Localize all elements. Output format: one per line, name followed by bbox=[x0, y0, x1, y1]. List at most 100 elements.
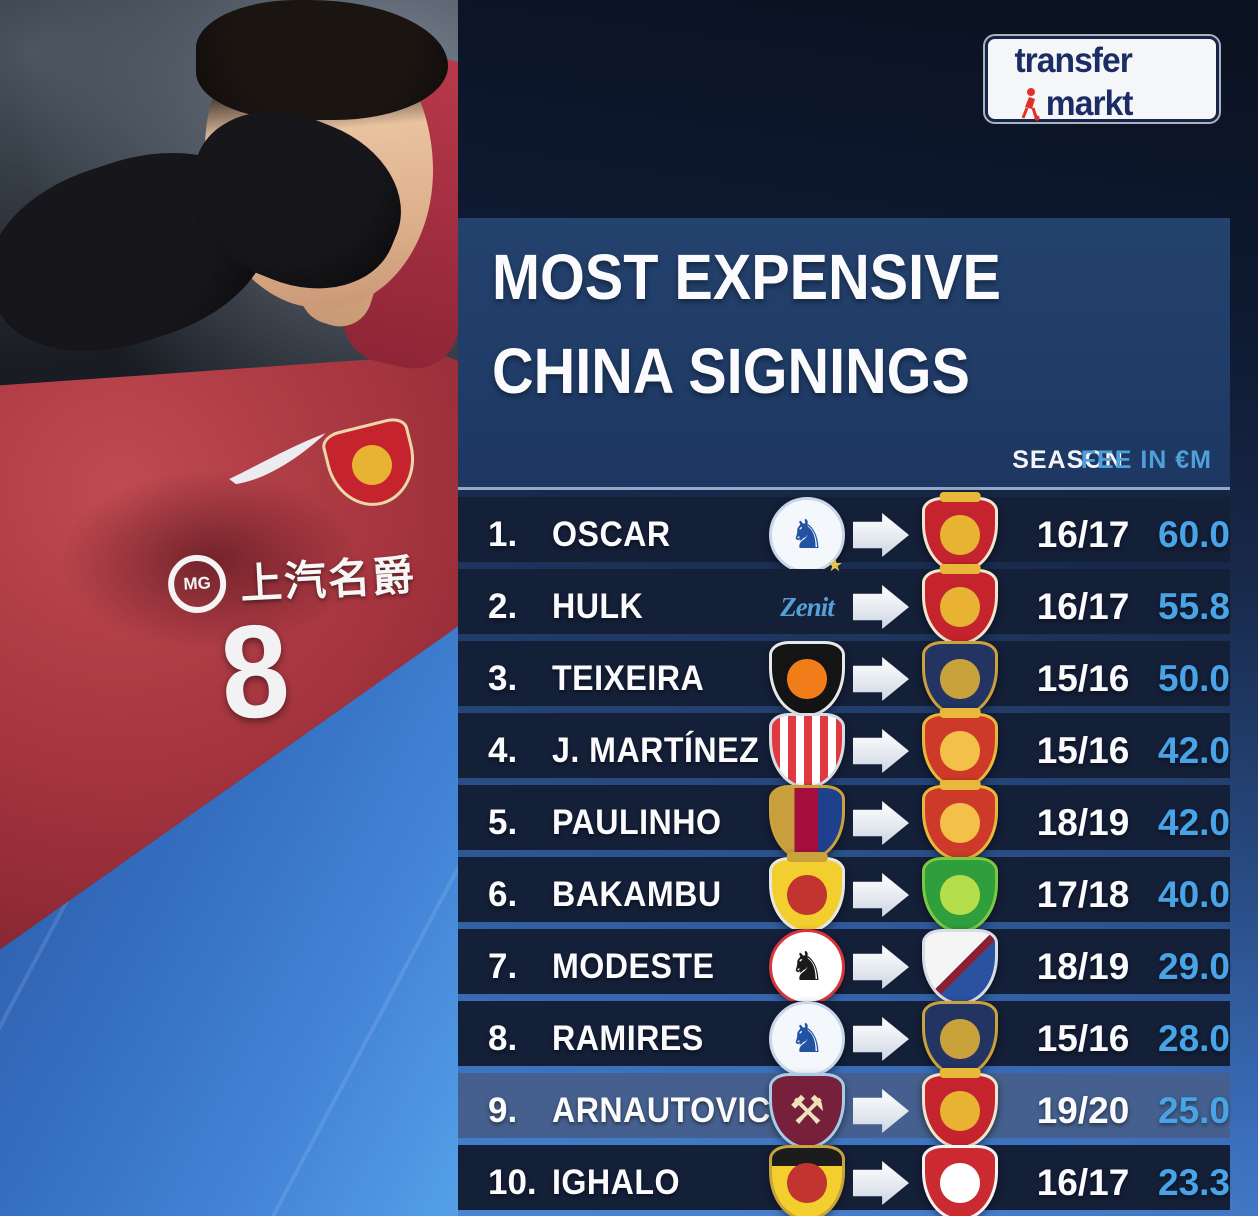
fee-value: 29.0 bbox=[1158, 946, 1231, 987]
player-cell: 5. PAULINHO bbox=[458, 803, 764, 843]
table-row: 3. TEIXEIRA ★ ★ 15/16 50.0 bbox=[458, 641, 1230, 717]
player-cell: 10. IGHALO bbox=[458, 1163, 764, 1203]
logo-line2: markt bbox=[1045, 84, 1134, 123]
fee-value: 42.0 bbox=[1158, 802, 1231, 843]
chelsea-badge: ♞ ★ bbox=[769, 1001, 845, 1077]
table-row: 1. OSCAR ♞ ★ ★ 16/17 60.0 bbox=[458, 492, 1230, 573]
player-name: RAMIRES bbox=[552, 1019, 704, 1058]
rank-label: 3. bbox=[488, 659, 518, 698]
table-row: 9. ARNAUTOVIC ⚒ ★ ★ 19/20 25.0 bbox=[458, 1068, 1230, 1149]
transfer-arrow-icon bbox=[853, 657, 909, 701]
player-cell: 1. OSCAR bbox=[458, 515, 764, 555]
tianjin-quanjian-badge: ★ bbox=[922, 929, 998, 1005]
barcelona-badge: ★ bbox=[769, 785, 845, 861]
shanghai-sipg-badge: ★ bbox=[922, 1068, 998, 1149]
zenit-badge: Zenit ★ bbox=[780, 555, 843, 622]
season-value: 16/17 bbox=[1036, 514, 1130, 555]
shakhtar-badge: ★ bbox=[769, 641, 845, 717]
player-name: OSCAR bbox=[552, 515, 671, 554]
rank-label: 4. bbox=[488, 731, 518, 770]
swoosh-icon bbox=[229, 433, 326, 485]
player-cell: 4. J. MARTÍNEZ bbox=[458, 731, 764, 771]
chelsea-badge: ♞ ★ bbox=[769, 497, 845, 573]
season-value: 16/17 bbox=[1036, 586, 1130, 627]
transfer-arrow-icon bbox=[853, 513, 909, 557]
table-row: 7. MODESTE ♞ ★ ★ 18/19 29.0 bbox=[458, 929, 1230, 1005]
season-value: 15/16 bbox=[1036, 1018, 1130, 1059]
fee-value: 25.0 bbox=[1158, 1090, 1231, 1131]
ranking-table: 1. OSCAR ♞ ★ ★ 16/17 60.0 2. HULK bbox=[458, 492, 1230, 1216]
fee-value: 55.8 bbox=[1158, 586, 1231, 627]
player-name: J. MARTÍNEZ bbox=[552, 731, 760, 770]
transfer-arrow-icon bbox=[853, 801, 909, 845]
transfer-arrow-icon bbox=[853, 729, 909, 773]
player-cell: 6. BAKAMBU bbox=[458, 875, 764, 915]
rank-label: 5. bbox=[488, 803, 518, 842]
table-row: 10. IGHALO ★ ★ 16/17 23.3 bbox=[458, 1145, 1230, 1216]
player-hair bbox=[196, 0, 448, 120]
transfer-arrow-icon bbox=[853, 1089, 909, 1133]
fee-value: 23.3 bbox=[1158, 1162, 1231, 1203]
player-name: MODESTE bbox=[552, 947, 715, 986]
rank-label: 2. bbox=[488, 587, 518, 626]
transfermarkt-logo: transfer markt bbox=[985, 36, 1219, 122]
rank-label: 8. bbox=[488, 1019, 518, 1058]
shanghai-sipg-badge: ★ bbox=[922, 564, 998, 645]
fee-value: 60.0 bbox=[1158, 514, 1231, 555]
season-value: 17/18 bbox=[1036, 874, 1130, 915]
season-value: 15/16 bbox=[1036, 658, 1130, 699]
rank-label: 7. bbox=[488, 947, 518, 986]
koln-badge: ♞ ★ bbox=[769, 929, 845, 1005]
page-title-line2: CHINA SIGNINGS bbox=[492, 335, 970, 407]
jiangsu-suning-badge: ★ bbox=[922, 641, 998, 717]
player-cell: 3. TEIXEIRA bbox=[458, 659, 764, 699]
jersey-number: 8 bbox=[215, 595, 294, 748]
player-cell: 2. HULK bbox=[458, 587, 764, 627]
beijing-guoan-badge: ★ bbox=[922, 857, 998, 933]
guangzhou-evergrande-badge: ★ bbox=[922, 780, 998, 861]
page-title-line1: MOST EXPENSIVE bbox=[492, 241, 1001, 313]
player-name: IGHALO bbox=[552, 1163, 680, 1202]
table-row: 6. BAKAMBU ★ ★ 17/18 40.0 bbox=[458, 852, 1230, 933]
season-value: 16/17 bbox=[1036, 1162, 1130, 1203]
column-header-fee: FEE IN €M bbox=[1080, 446, 1212, 474]
changchun-yatai-badge: ★ bbox=[922, 1145, 998, 1216]
jersey-sponsor: MG 上汽名爵 bbox=[166, 542, 418, 616]
logo-line1: transfer bbox=[1014, 41, 1132, 80]
rank-label: 1. bbox=[488, 515, 518, 554]
fee-value: 50.0 bbox=[1158, 658, 1231, 699]
column-header-season: SEASON bbox=[1012, 446, 1124, 474]
shanghai-sipg-badge: ★ bbox=[922, 492, 998, 573]
fee-value: 28.0 bbox=[1158, 1018, 1231, 1059]
fee-value: 40.0 bbox=[1158, 874, 1231, 915]
rank-label: 9. bbox=[488, 1091, 518, 1130]
westham-badge: ⚒ ★ bbox=[769, 1073, 845, 1149]
title-panel: MOST EXPENSIVE CHINA SIGNINGS SEASON FEE… bbox=[458, 218, 1230, 490]
transfer-arrow-icon bbox=[853, 945, 909, 989]
player-name: BAKAMBU bbox=[552, 875, 722, 914]
table-row: 5. PAULINHO ★ ★ 18/19 42.0 bbox=[458, 780, 1230, 861]
rank-label: 6. bbox=[488, 875, 518, 914]
villarreal-badge: ★ bbox=[769, 852, 845, 933]
player-cell: 8. RAMIRES bbox=[458, 1019, 764, 1059]
player-name: ARNAUTOVIC bbox=[552, 1091, 771, 1130]
table-row: 2. HULK Zenit ★ ★ 16/17 55.8 bbox=[458, 555, 1230, 645]
player-cell: 9. ARNAUTOVIC bbox=[458, 1091, 770, 1131]
season-value: 19/20 bbox=[1036, 1090, 1130, 1131]
transfer-arrow-icon bbox=[853, 1161, 909, 1205]
player-name: HULK bbox=[552, 587, 644, 626]
kicker-icon bbox=[1021, 88, 1040, 121]
season-value: 15/16 bbox=[1036, 730, 1130, 771]
season-value: 18/19 bbox=[1036, 946, 1130, 987]
table-row: 4. J. MARTÍNEZ ★ ★ 15/16 42.0 bbox=[458, 708, 1230, 789]
player-name: PAULINHO bbox=[552, 803, 722, 842]
transfer-arrow-icon bbox=[853, 585, 909, 629]
guangzhou-evergrande-badge: ★ bbox=[922, 708, 998, 789]
transfer-arrow-icon bbox=[853, 873, 909, 917]
jiangsu-suning-badge: ★ bbox=[922, 1001, 998, 1077]
player-name: TEIXEIRA bbox=[552, 659, 705, 698]
player-cell: 7. MODESTE bbox=[458, 947, 764, 987]
watford-badge: ★ bbox=[769, 1145, 845, 1216]
table-row: 8. RAMIRES ♞ ★ ★ 15/16 28.0 bbox=[458, 1001, 1230, 1077]
